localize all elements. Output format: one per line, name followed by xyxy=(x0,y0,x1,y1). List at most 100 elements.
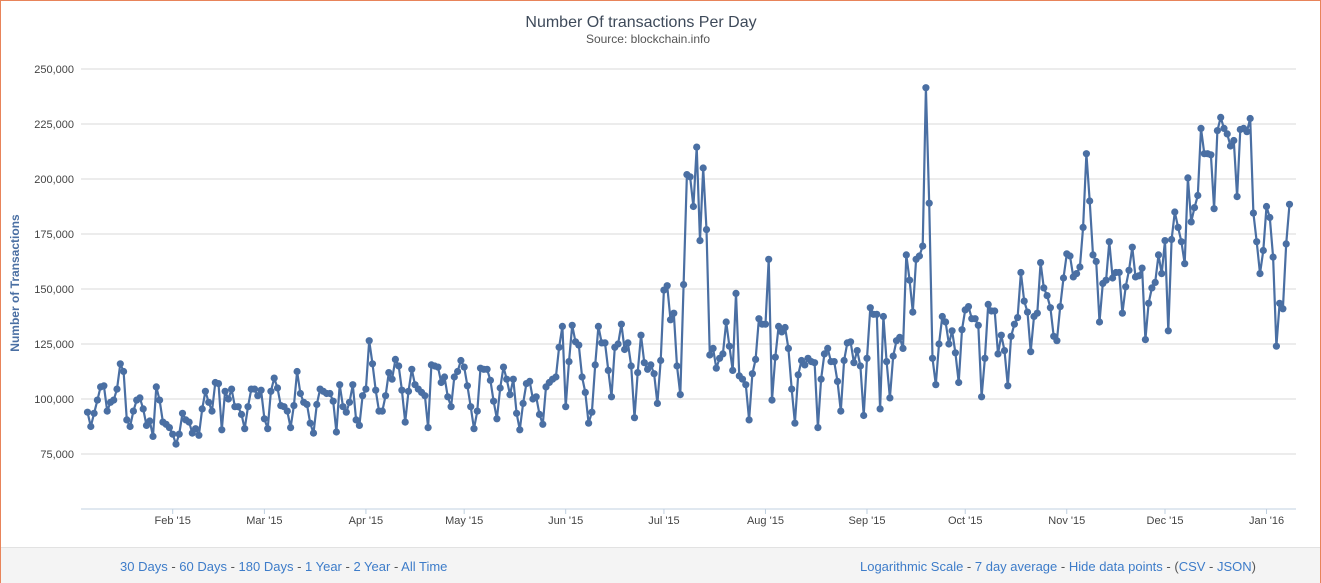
data-point[interactable] xyxy=(1207,151,1215,159)
data-point[interactable] xyxy=(1213,127,1221,135)
data-point[interactable] xyxy=(935,340,943,348)
data-point[interactable] xyxy=(1194,191,1202,200)
data-point[interactable] xyxy=(1089,251,1097,259)
data-point[interactable] xyxy=(1220,124,1228,132)
data-point[interactable] xyxy=(1118,309,1126,317)
data-point[interactable] xyxy=(699,164,707,172)
data-point[interactable] xyxy=(863,354,871,362)
data-point[interactable] xyxy=(195,431,203,439)
data-point[interactable] xyxy=(224,395,232,403)
data-point[interactable] xyxy=(670,309,678,317)
data-point[interactable] xyxy=(889,352,897,360)
data-point[interactable] xyxy=(951,349,960,357)
data-point[interactable] xyxy=(634,369,642,377)
data-point[interactable] xyxy=(942,318,950,326)
data-point[interactable] xyxy=(1184,174,1192,182)
data-point[interactable] xyxy=(1102,276,1110,284)
data-point[interactable] xyxy=(722,318,730,326)
range-2-year-link[interactable]: 2 Year xyxy=(353,559,391,574)
data-point[interactable] xyxy=(506,391,514,399)
data-point[interactable] xyxy=(1023,308,1032,316)
data-point[interactable] xyxy=(228,385,236,393)
data-point[interactable] xyxy=(1233,193,1241,201)
data-point[interactable] xyxy=(755,315,763,323)
data-point[interactable] xyxy=(424,424,432,432)
data-point[interactable] xyxy=(1285,200,1294,208)
data-point[interactable] xyxy=(958,326,966,334)
data-point[interactable] xyxy=(686,173,694,181)
data-point[interactable] xyxy=(1014,314,1022,322)
data-point[interactable] xyxy=(581,388,589,396)
data-point[interactable] xyxy=(1079,223,1087,231)
data-point[interactable] xyxy=(208,407,216,415)
data-point[interactable] xyxy=(702,226,711,234)
data-point[interactable] xyxy=(257,386,265,394)
data-point[interactable] xyxy=(742,381,750,389)
data-point[interactable] xyxy=(185,418,193,426)
data-point[interactable] xyxy=(178,409,187,417)
hide-data-points-link[interactable]: Hide data points xyxy=(1068,559,1163,574)
data-point[interactable] xyxy=(788,385,796,393)
data-point[interactable] xyxy=(156,396,164,404)
data-point[interactable] xyxy=(876,405,884,413)
range-180-days-link[interactable]: 180 Days xyxy=(238,559,294,574)
range-60-days-link[interactable]: 60 Days xyxy=(179,559,227,574)
data-point[interactable] xyxy=(1272,342,1280,350)
data-point[interactable] xyxy=(578,373,586,381)
data-point[interactable] xyxy=(1095,318,1104,326)
data-point[interactable] xyxy=(558,322,567,330)
data-point[interactable] xyxy=(251,385,259,393)
data-point[interactable] xyxy=(820,350,829,358)
data-point[interactable] xyxy=(404,387,413,395)
data-point[interactable] xyxy=(948,327,956,335)
data-point[interactable] xyxy=(100,382,108,390)
data-point[interactable] xyxy=(169,430,177,438)
data-point[interactable] xyxy=(856,362,865,370)
data-point[interactable] xyxy=(493,415,501,423)
data-point[interactable] xyxy=(165,424,173,432)
data-point[interactable] xyxy=(630,414,639,422)
data-point[interactable] xyxy=(725,342,734,350)
data-point[interactable] xyxy=(201,387,209,395)
data-point[interactable] xyxy=(922,84,930,92)
data-point[interactable] xyxy=(712,364,720,372)
data-point[interactable] xyxy=(483,365,491,373)
data-point[interactable] xyxy=(837,407,845,415)
data-point[interactable] xyxy=(768,396,776,404)
data-point[interactable] xyxy=(1197,124,1205,132)
data-point[interactable] xyxy=(93,396,101,404)
data-point[interactable] xyxy=(457,356,465,365)
json-export-link[interactable]: JSON xyxy=(1216,559,1252,574)
data-point[interactable] xyxy=(447,403,455,411)
data-point[interactable] xyxy=(152,383,160,391)
data-point[interactable] xyxy=(283,407,291,415)
data-point[interactable] xyxy=(1246,114,1254,123)
data-point[interactable] xyxy=(666,316,675,324)
data-point[interactable] xyxy=(853,347,861,355)
data-point[interactable] xyxy=(1141,336,1149,344)
data-point[interactable] xyxy=(1148,284,1156,292)
data-point[interactable] xyxy=(1053,337,1061,345)
data-point[interactable] xyxy=(1269,253,1277,261)
data-point[interactable] xyxy=(1230,136,1238,145)
data-point[interactable] xyxy=(1249,209,1257,217)
data-point[interactable] xyxy=(604,366,612,374)
data-point[interactable] xyxy=(382,392,390,400)
data-point[interactable] xyxy=(467,403,475,411)
data-point[interactable] xyxy=(784,344,793,352)
data-point[interactable] xyxy=(326,389,334,398)
data-point[interactable] xyxy=(463,382,471,390)
data-point[interactable] xyxy=(1223,130,1231,138)
data-point[interactable] xyxy=(761,320,770,328)
data-point[interactable] xyxy=(362,385,370,393)
data-point[interactable] xyxy=(719,350,727,358)
data-point[interactable] xyxy=(234,403,242,411)
data-point[interactable] xyxy=(1105,238,1113,246)
data-point[interactable] xyxy=(945,340,953,348)
data-point[interactable] xyxy=(1037,259,1045,267)
data-point[interactable] xyxy=(454,367,462,376)
range-all-time-link[interactable]: All Time xyxy=(401,559,448,574)
data-point[interactable] xyxy=(83,408,92,416)
data-point[interactable] xyxy=(129,407,137,415)
data-point[interactable] xyxy=(938,312,946,321)
